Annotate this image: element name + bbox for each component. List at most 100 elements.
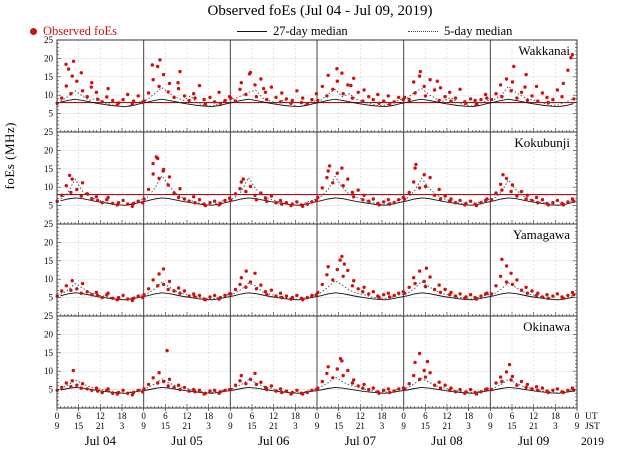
svg-text:6: 6 (250, 411, 255, 421)
svg-text:25: 25 (44, 127, 54, 137)
svg-text:Jul 08: Jul 08 (431, 433, 462, 448)
panel-okinawa: 5 10 15 20 25 Okinawa (44, 311, 578, 409)
svg-text:12: 12 (183, 411, 192, 421)
svg-text:3: 3 (466, 421, 471, 431)
observed-points (55, 348, 576, 397)
svg-text:15: 15 (334, 421, 344, 431)
dotted-line-icon (408, 31, 438, 32)
svg-text:2019: 2019 (581, 436, 604, 448)
x-axis-labels: 0961512211830961512211830961512211830961… (55, 408, 604, 448)
svg-text:15: 15 (44, 72, 54, 82)
svg-text:20: 20 (44, 329, 54, 339)
svg-text:15: 15 (44, 164, 54, 174)
station-label: Okinawa (523, 319, 570, 334)
svg-text:21: 21 (96, 421, 105, 431)
legend-label-5day: 5-day median (444, 24, 513, 38)
svg-text:15: 15 (421, 421, 431, 431)
svg-text:6: 6 (510, 411, 515, 421)
svg-text:6: 6 (336, 411, 341, 421)
panel-kokubunji: 5 10 15 20 25 Kokubunji (44, 127, 578, 225)
svg-text:0: 0 (315, 411, 320, 421)
legend-label-observed: Observed foEs (43, 24, 117, 38)
svg-text:3: 3 (380, 421, 385, 431)
svg-text:0: 0 (488, 411, 493, 421)
svg-text:9: 9 (488, 421, 493, 431)
svg-text:12: 12 (356, 411, 365, 421)
svg-text:25: 25 (44, 35, 54, 45)
svg-text:9: 9 (401, 421, 406, 431)
svg-text:15: 15 (508, 421, 518, 431)
svg-text:18: 18 (291, 411, 301, 421)
svg-text:18: 18 (204, 411, 214, 421)
observed-points (55, 155, 576, 208)
svg-text:JST: JST (585, 422, 600, 432)
svg-text:18: 18 (378, 411, 388, 421)
svg-text:UT: UT (585, 412, 598, 422)
svg-text:18: 18 (118, 411, 128, 421)
svg-text:5: 5 (49, 109, 54, 119)
station-label: Wakkanai (518, 43, 570, 58)
svg-text:Jul 09: Jul 09 (518, 433, 549, 448)
svg-text:15: 15 (248, 421, 258, 431)
svg-text:10: 10 (44, 90, 54, 100)
svg-text:20: 20 (44, 237, 54, 247)
observed-points (55, 53, 576, 107)
svg-text:20: 20 (44, 145, 54, 155)
legend-item-27day-median: 27-day median (237, 24, 348, 39)
svg-text:15: 15 (44, 348, 54, 358)
svg-text:10: 10 (44, 182, 54, 192)
panel-wakkanai: 5 10 15 20 25 Wakkanai (44, 35, 578, 133)
station-label: Yamagawa (513, 227, 570, 242)
legend-label-27day: 27-day median (273, 24, 348, 38)
svg-text:9: 9 (315, 421, 320, 431)
observed-dot-icon (30, 28, 37, 35)
svg-text:15: 15 (44, 256, 54, 266)
svg-text:12: 12 (269, 411, 278, 421)
svg-text:6: 6 (423, 411, 428, 421)
svg-text:21: 21 (529, 421, 538, 431)
svg-text:18: 18 (551, 411, 561, 421)
svg-text:10: 10 (44, 366, 54, 376)
svg-text:15: 15 (74, 421, 84, 431)
svg-text:Jul 06: Jul 06 (258, 433, 290, 448)
svg-text:12: 12 (96, 411, 105, 421)
median-27day-line (60, 98, 574, 108)
svg-text:3: 3 (553, 421, 558, 431)
svg-text:21: 21 (183, 421, 192, 431)
svg-text:5: 5 (49, 201, 54, 211)
svg-text:Jul 07: Jul 07 (345, 433, 377, 448)
svg-text:21: 21 (269, 421, 278, 431)
svg-text:20: 20 (44, 53, 54, 63)
svg-text:0: 0 (141, 411, 146, 421)
svg-text:6: 6 (76, 411, 81, 421)
solid-line-icon (237, 31, 267, 32)
svg-text:25: 25 (44, 311, 54, 321)
svg-text:9: 9 (55, 421, 60, 431)
median-27day-line (60, 292, 574, 301)
legend-item-5day-median: 5-day median (408, 24, 512, 39)
svg-text:0: 0 (228, 411, 233, 421)
svg-text:0: 0 (55, 411, 60, 421)
legend-item-observed: Observed foEs (30, 24, 117, 39)
station-label: Kokubunji (514, 135, 570, 150)
median-5day-line (60, 85, 574, 108)
svg-text:9: 9 (228, 421, 233, 431)
svg-text:9: 9 (141, 421, 146, 431)
svg-text:3: 3 (293, 421, 298, 431)
svg-text:10: 10 (44, 274, 54, 284)
svg-text:3: 3 (206, 421, 211, 431)
svg-text:12: 12 (529, 411, 538, 421)
svg-text:9: 9 (575, 421, 580, 431)
svg-text:0: 0 (575, 411, 580, 421)
svg-text:0: 0 (401, 411, 406, 421)
svg-text:Jul 04: Jul 04 (85, 433, 117, 448)
svg-text:5: 5 (49, 385, 54, 395)
svg-text:18: 18 (464, 411, 474, 421)
svg-text:5: 5 (49, 293, 54, 303)
svg-text:25: 25 (44, 219, 54, 229)
svg-text:12: 12 (443, 411, 452, 421)
panel-yamagawa: 5 10 15 20 25 Yamagawa (44, 219, 578, 317)
observed-points (55, 254, 576, 303)
